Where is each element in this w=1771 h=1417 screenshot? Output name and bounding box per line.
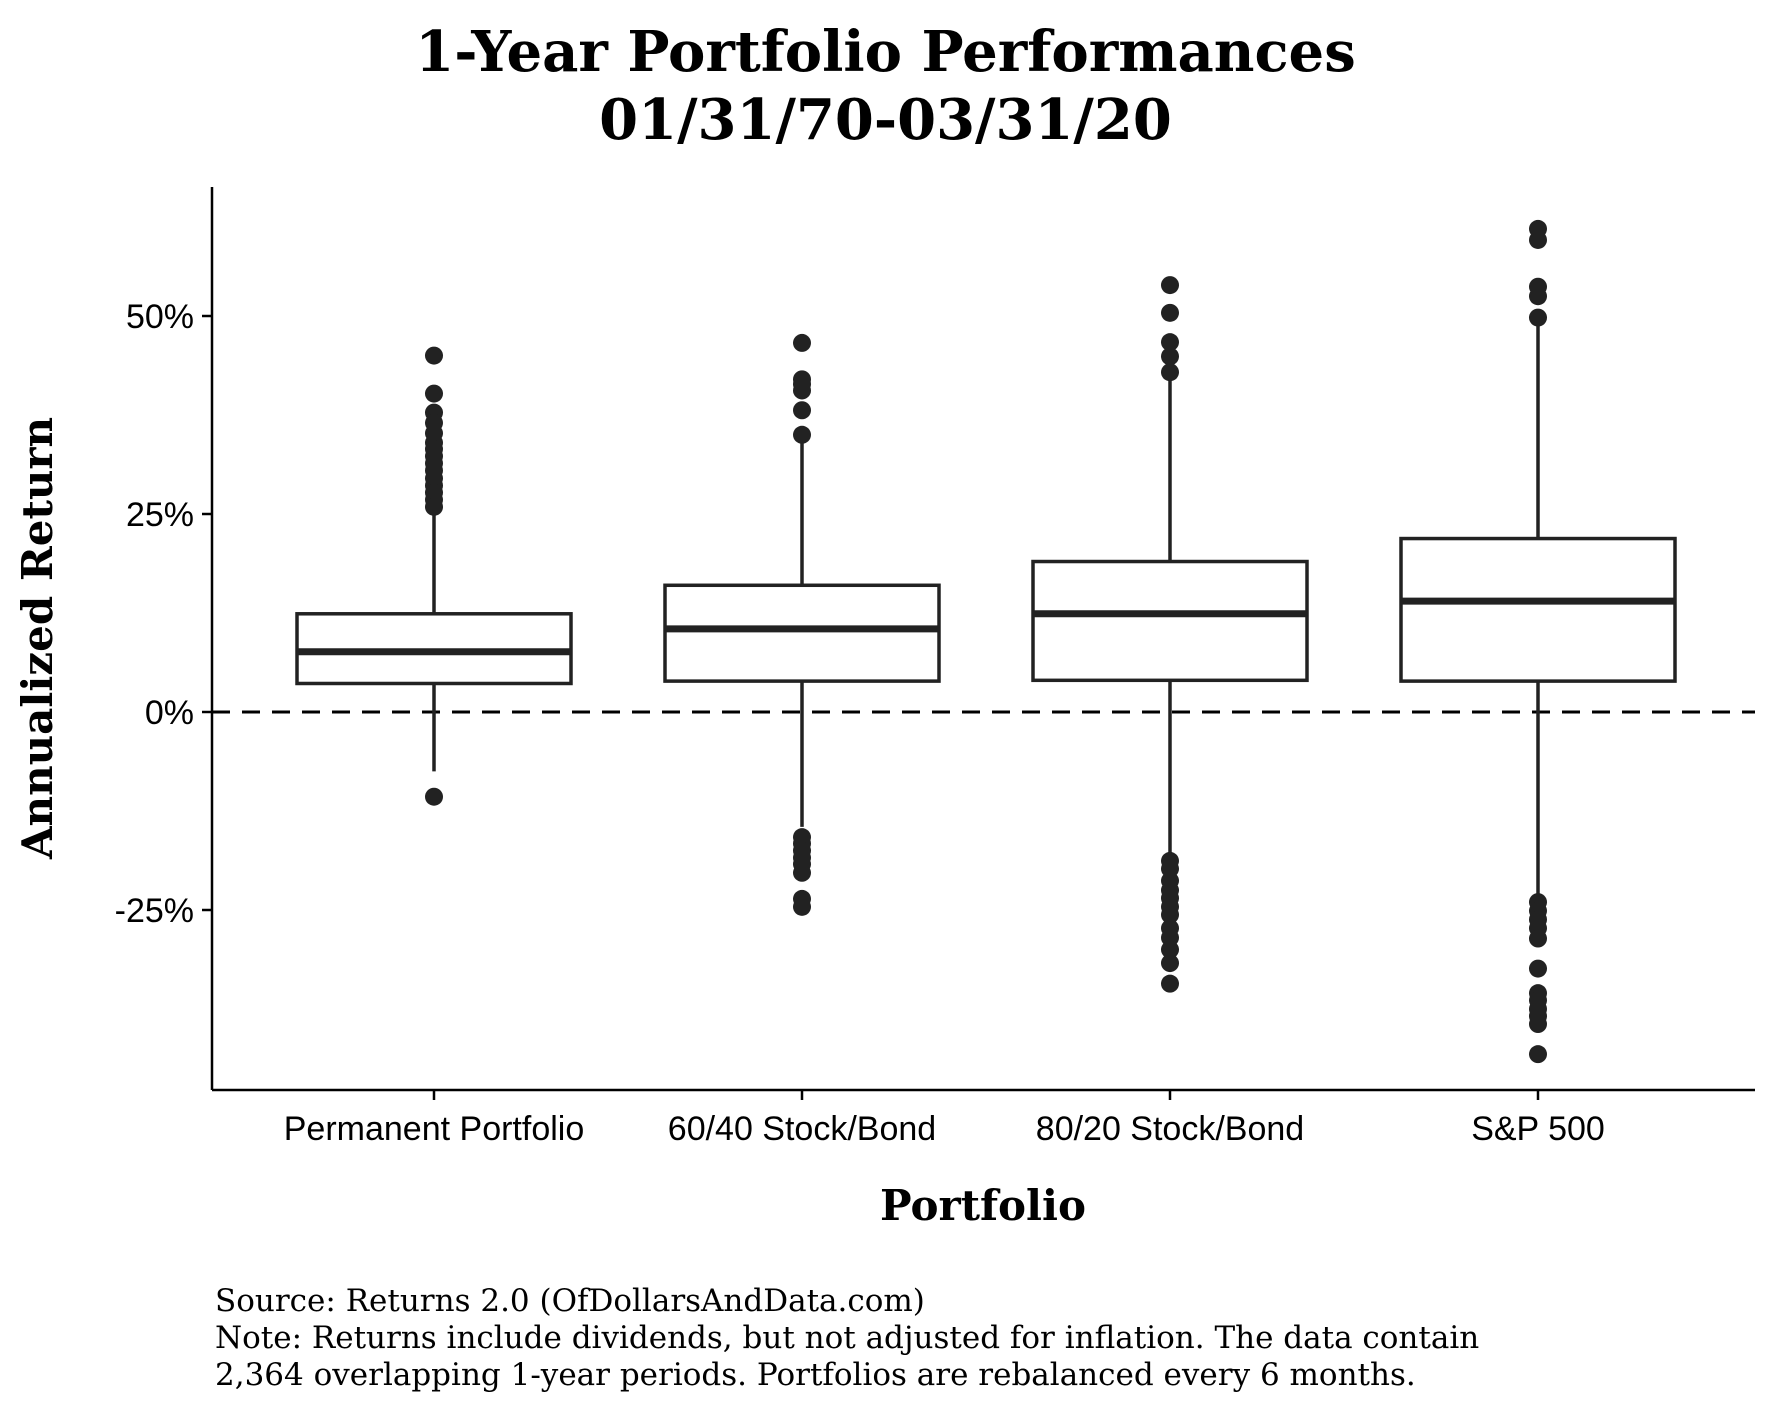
outlier-point	[793, 425, 811, 444]
x-axis-ticks: Permanent Portfolio 60/40 Stock/Bond 80/20…	[284, 1090, 1605, 1148]
x-tick-label: Permanent Portfolio	[284, 1110, 585, 1148]
outlier-point	[425, 497, 443, 516]
outlier-point	[1161, 303, 1179, 322]
outlier-point	[1161, 905, 1179, 924]
outlier-point	[425, 346, 443, 365]
y-tick-label: 50%	[126, 298, 194, 336]
outlier-point	[1529, 1015, 1547, 1034]
outlier-point	[1529, 308, 1547, 327]
outlier-point	[1161, 347, 1179, 366]
box-60-40-stock-bond	[663, 333, 941, 916]
iqr-box	[1399, 536, 1677, 683]
outlier-point	[1161, 940, 1179, 959]
outlier-point	[1161, 954, 1179, 973]
y-tick-label: 0%	[145, 694, 194, 732]
y-axis-title: Annualized Return	[13, 417, 62, 860]
outlier-point	[1161, 276, 1179, 295]
x-tick-label: S&P 500	[1471, 1110, 1605, 1148]
x-axis-title: Portfolio	[880, 1181, 1086, 1230]
outlier-point	[425, 384, 443, 403]
outlier-point	[1529, 1045, 1547, 1064]
outlier-point	[793, 381, 811, 400]
outlier-point	[1529, 959, 1547, 978]
box-permanent-portfolio	[295, 346, 573, 806]
y-tick-label: -25%	[115, 892, 194, 930]
outlier-point	[793, 401, 811, 420]
outlier-point	[793, 897, 811, 916]
caption-note-line-2: 2,364 overlapping 1-year periods. Portfo…	[215, 1357, 1416, 1393]
iqr-box	[663, 583, 941, 683]
x-tick-label: 80/20 Stock/Bond	[1036, 1110, 1304, 1148]
outlier-point	[1161, 363, 1179, 382]
y-tick-label: 25%	[126, 496, 194, 534]
chart-title: 1-Year Portfolio Performances 01/31/70-0…	[0, 18, 1771, 154]
outlier-point	[1529, 287, 1547, 306]
chart-caption: Source: Returns 2.0 (OfDollarsAndData.co…	[215, 1283, 1715, 1394]
box-s-p-500	[1399, 219, 1677, 1064]
iqr-box	[1031, 559, 1309, 683]
outlier-point	[1529, 230, 1547, 249]
outlier-point	[793, 863, 811, 882]
outlier-point	[425, 787, 443, 806]
box-80-20-stock-bond	[1031, 276, 1309, 993]
caption-note-line-1: Note: Returns include dividends, but not…	[215, 1320, 1480, 1356]
outlier-point	[793, 333, 811, 352]
outlier-point	[1529, 929, 1547, 948]
caption-source: Source: Returns 2.0 (OfDollarsAndData.co…	[215, 1283, 925, 1319]
outlier-point	[1161, 333, 1179, 352]
plot-area	[212, 219, 1755, 1064]
chart-title-line-2: 01/31/70-03/31/20	[599, 87, 1172, 153]
chart-title-line-1: 1-Year Portfolio Performances	[415, 19, 1356, 85]
outlier-point	[1161, 974, 1179, 993]
x-tick-label: 60/40 Stock/Bond	[668, 1110, 936, 1148]
y-axis-ticks: -25% 0% 25% 50%	[115, 298, 212, 930]
